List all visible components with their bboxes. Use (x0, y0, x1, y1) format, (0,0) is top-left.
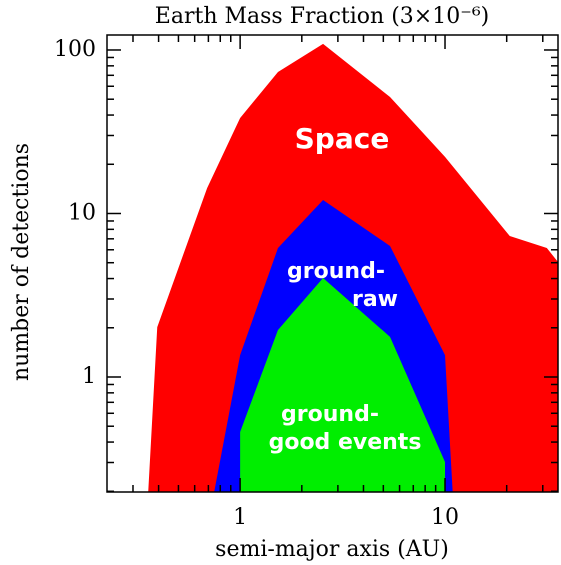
y-tick-label: 100 (54, 37, 96, 62)
x-axis-label: semi-major axis (AU) (215, 537, 449, 562)
annotation: ground- (281, 402, 379, 427)
plot-area (148, 43, 558, 492)
ticks (107, 35, 558, 493)
y-axis-label: number of detections (9, 143, 34, 381)
annotation: ground- (287, 259, 385, 284)
x-tick-label: 1 (233, 505, 247, 530)
annotation: good events (269, 430, 422, 455)
y-tick-label: 1 (82, 364, 96, 389)
chart-title: Earth Mass Fraction (3×10⁻⁶) (155, 4, 489, 29)
annotation: Space (295, 122, 390, 155)
x-tick-label: 10 (431, 505, 459, 530)
y-tick-label: 10 (68, 200, 96, 225)
annotation: raw (352, 287, 398, 312)
plot-frame (106, 34, 559, 493)
area (240, 278, 446, 492)
